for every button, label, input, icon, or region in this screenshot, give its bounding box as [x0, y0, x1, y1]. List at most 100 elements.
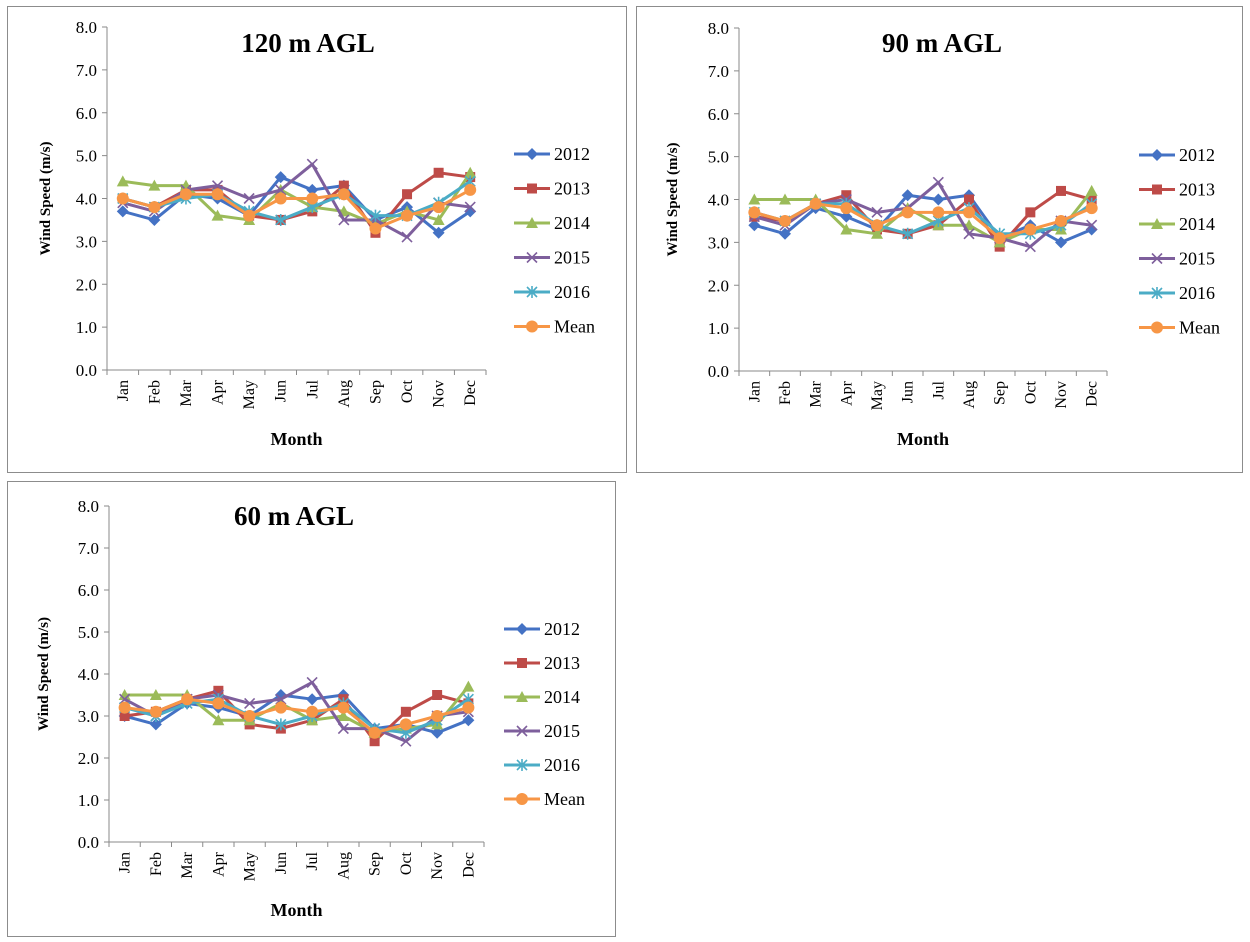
- legend-item-2013: 2013: [1139, 180, 1215, 200]
- data-point: [181, 693, 194, 706]
- x-tick-label: Dec: [1084, 381, 1101, 407]
- legend-label: 2015: [1179, 249, 1215, 269]
- x-tick-label: Feb: [148, 852, 165, 876]
- legend-item-2016: 2016: [1139, 283, 1215, 303]
- data-point: [432, 690, 443, 700]
- data-point: [840, 202, 853, 215]
- chart-svg-120m: 120 m AGL 0.0 1.0 2.0 3.0 4.0 5.0 6.0 7.0 8.0 Jan F…: [38, 18, 595, 449]
- series-line-2016: [124, 697, 470, 735]
- y-tick-label: 6.0: [78, 581, 99, 600]
- y-tick-label: 3.0: [76, 232, 97, 251]
- data-point: [840, 223, 853, 235]
- legend-marker: [517, 658, 527, 668]
- legend-marker: [1151, 321, 1163, 334]
- series-2015: [748, 176, 1098, 253]
- data-point: [148, 179, 161, 191]
- y-tick-label: 4.0: [708, 191, 729, 210]
- data-point: [432, 201, 445, 214]
- x-axis-title: Month: [270, 429, 322, 449]
- legend-label: 2012: [544, 619, 580, 639]
- chart-svg-90m: 90 m AGL 0.0 1.0 2.0 3.0 4.0 5.0 6.0 7.0 8.0 Jan Fe…: [665, 19, 1220, 449]
- legend-item-2015: 2015: [514, 248, 590, 268]
- x-tick-label: Aug: [336, 380, 353, 408]
- data-point: [1085, 184, 1098, 196]
- data-point: [337, 188, 350, 201]
- series-line-2015: [753, 180, 1092, 249]
- data-point: [932, 176, 944, 188]
- x-tick-label: Oct: [398, 851, 415, 875]
- y-tick-label: 1.0: [708, 319, 729, 338]
- data-point: [748, 193, 761, 205]
- x-tick-label: Aug: [335, 852, 352, 880]
- x-tick-label: Nov: [431, 380, 448, 408]
- data-point: [993, 232, 1006, 245]
- x-tick-label: Feb: [146, 380, 163, 404]
- data-point: [337, 710, 350, 721]
- data-point: [431, 726, 444, 739]
- data-point: [211, 188, 224, 201]
- x-tick-label: Jun: [900, 381, 917, 403]
- data-point: [400, 735, 412, 747]
- data-point: [116, 205, 129, 218]
- x-tick-label: Oct: [1022, 380, 1039, 404]
- x-axis-title: Month: [270, 900, 322, 920]
- x-tick-label: Jun: [273, 380, 290, 402]
- data-point: [306, 676, 318, 688]
- legend-marker: [516, 725, 528, 737]
- x-tick-label: Jan: [117, 852, 134, 873]
- data-point: [211, 209, 224, 221]
- data-point: [274, 171, 287, 184]
- data-point: [306, 705, 319, 718]
- legend-marker: [526, 217, 538, 228]
- y-tick-label: 1.0: [78, 791, 99, 810]
- series-mean: [118, 693, 475, 739]
- data-point: [149, 689, 162, 700]
- x-tick-label: Nov: [1053, 381, 1070, 409]
- data-point: [779, 193, 791, 205]
- data-point: [275, 693, 287, 705]
- data-point: [433, 167, 444, 178]
- data-point: [401, 209, 414, 222]
- data-point: [779, 214, 791, 227]
- data-point: [902, 227, 914, 240]
- data-point: [244, 697, 256, 709]
- x-tick-label: Mar: [808, 380, 825, 407]
- data-point: [841, 190, 852, 201]
- legend-marker: [516, 623, 528, 635]
- data-point: [964, 194, 974, 205]
- x-tick-label: Jul: [304, 379, 321, 398]
- legend-item-2016: 2016: [514, 282, 590, 302]
- legend-item-2016: 2016: [504, 755, 580, 775]
- y-axis-title: Wind Speed (m/s): [36, 617, 52, 731]
- data-point: [1024, 241, 1036, 253]
- data-point: [213, 685, 224, 696]
- y-tick-label: 7.0: [78, 539, 99, 558]
- data-point: [275, 718, 287, 731]
- legend-item-2015: 2015: [1139, 249, 1215, 269]
- x-tick-label: Dec: [460, 852, 477, 878]
- data-point: [779, 227, 791, 240]
- legend-item-2015: 2015: [504, 721, 580, 741]
- y-tick-label: 2.0: [708, 276, 729, 295]
- data-point: [464, 166, 477, 178]
- x-tick-label: May: [242, 852, 259, 881]
- data-point: [119, 693, 131, 705]
- legend-item-mean: Mean: [504, 789, 585, 809]
- legend-marker: [1151, 218, 1163, 229]
- chart-panel-90m: 90 m AGL 0.0 1.0 2.0 3.0 4.0 5.0 6.0 7.0 8.0 Jan Fe…: [636, 6, 1243, 473]
- y-tick-label: 5.0: [78, 623, 99, 642]
- legend-item-2014: 2014: [1139, 214, 1215, 234]
- legend-item-mean: Mean: [514, 317, 595, 337]
- data-point: [1055, 236, 1067, 249]
- data-point: [464, 205, 477, 218]
- data-point: [212, 714, 225, 726]
- data-point: [306, 183, 319, 196]
- data-point: [462, 714, 475, 727]
- legend-item-mean: Mean: [1139, 318, 1220, 338]
- data-point: [400, 706, 411, 717]
- data-point: [338, 180, 349, 191]
- y-tick-label: 7.0: [76, 61, 97, 80]
- x-tick-label: Feb: [777, 381, 794, 405]
- data-point: [963, 228, 975, 240]
- data-point: [431, 710, 444, 722]
